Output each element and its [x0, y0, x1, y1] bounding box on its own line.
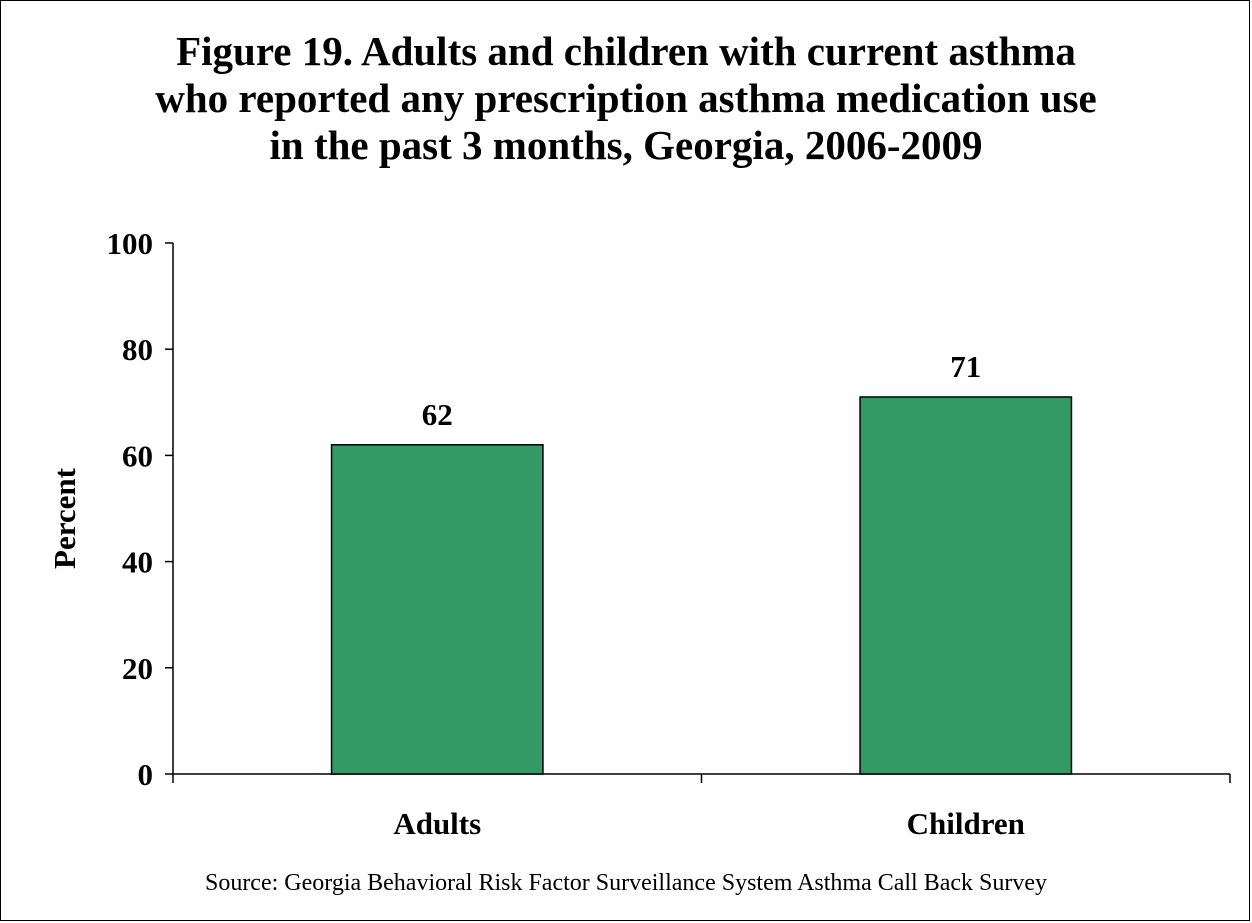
chart-title: Figure 19. Adults and children with curr… — [0, 28, 1252, 169]
source-note: Source: Georgia Behavioral Risk Factor S… — [204, 870, 1048, 896]
bar-children — [859, 396, 1073, 775]
y-tick-label: 40 — [122, 545, 153, 580]
y-tick-label: 100 — [107, 226, 154, 261]
chart-title-line-1: Figure 19. Adults and children with curr… — [176, 28, 1076, 74]
data-label-children: 71 — [950, 349, 981, 384]
data-label-adults: 62 — [422, 397, 453, 432]
x-category-label: Children — [907, 806, 1025, 841]
chart-title-line-3: in the past 3 months, Georgia, 2006-2009 — [269, 122, 983, 168]
y-axis-title: Percent — [47, 467, 82, 569]
y-tick-label: 0 — [138, 757, 154, 792]
chart-title-line-2: who reported any prescription asthma med… — [155, 75, 1097, 121]
x-category-label: Adults — [393, 806, 481, 841]
y-tick-label: 80 — [122, 332, 153, 367]
y-tick-label: 60 — [122, 438, 153, 473]
bar-adults — [330, 444, 544, 775]
y-tick-label: 20 — [122, 651, 153, 686]
